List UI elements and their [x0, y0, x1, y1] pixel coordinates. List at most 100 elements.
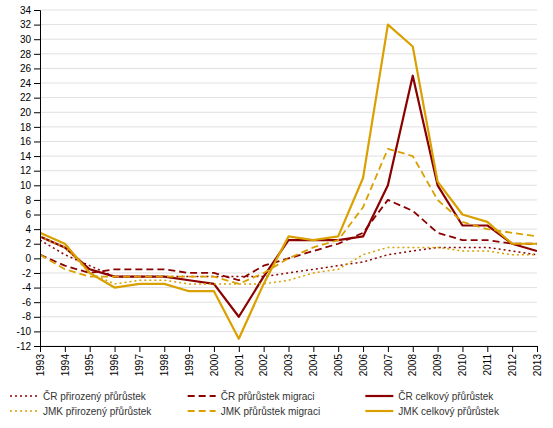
x-tick-label: 2005 — [333, 354, 344, 377]
x-tick-label: 2008 — [407, 354, 418, 377]
y-tick-label: 6 — [25, 209, 31, 220]
x-tick: 2008 — [407, 346, 418, 376]
grid-line — [40, 229, 537, 230]
x-tick-mark — [413, 346, 414, 352]
x-tick-mark — [487, 346, 488, 352]
x-tick-mark — [388, 346, 389, 352]
legend-swatch — [365, 395, 393, 397]
x-tick: 1995 — [84, 346, 95, 376]
legend-label: JMK přůrůstek migraci — [221, 406, 320, 417]
x-tick: 2012 — [507, 346, 518, 376]
legend-swatch — [10, 410, 38, 412]
x-tick: 2005 — [333, 346, 344, 376]
x-tick-mark — [363, 346, 364, 352]
legend-label: ČR celkový přůrůstek — [398, 390, 494, 402]
y-tick: 2 — [25, 238, 40, 249]
y-tick-mark — [34, 141, 40, 142]
y-tick: -2 — [22, 268, 40, 279]
plot: 1993199419951996199719981999200020012002… — [17, 5, 543, 377]
y-tick-mark — [34, 288, 40, 289]
grid-line — [40, 243, 537, 244]
x-tick: 1999 — [184, 346, 195, 376]
y-tick-mark — [34, 331, 40, 332]
x-tick-label: 2006 — [358, 354, 369, 377]
grid-line — [40, 170, 537, 171]
y-tick-label: 14 — [20, 151, 32, 162]
x-tick: 2004 — [308, 346, 319, 376]
grid-line — [40, 141, 537, 142]
x-tick: 2010 — [457, 346, 468, 376]
grid-line — [40, 68, 537, 69]
y-tick-label: 8 — [25, 195, 31, 206]
lines — [40, 25, 537, 339]
x-tick-mark — [313, 346, 314, 352]
grid-line — [40, 112, 537, 113]
x-tick: 2006 — [358, 346, 369, 376]
x-tick: 1996 — [109, 346, 120, 376]
legend-label: JMK celkový přůrůstek — [398, 406, 500, 417]
x-tick-label: 2001 — [234, 354, 245, 377]
y-tick: 14 — [20, 151, 40, 162]
y-tick-mark — [34, 185, 40, 186]
x-tick-mark — [512, 346, 513, 352]
y-tick-label: 34 — [20, 5, 32, 16]
x-tick-label: 2012 — [507, 354, 518, 377]
grid-line — [40, 97, 537, 98]
y-tick: 20 — [20, 107, 40, 118]
y-tick-label: -4 — [22, 282, 31, 293]
x-tick-mark — [115, 346, 116, 352]
y-tick: 30 — [20, 34, 40, 45]
grid — [40, 10, 537, 346]
y-tick-label: -2 — [22, 268, 31, 279]
legend-item: JMK celkový přůrůstek — [365, 406, 500, 417]
y-tick-mark — [34, 68, 40, 69]
x-tick-label: 2002 — [258, 354, 269, 377]
x-tick-label: 2010 — [457, 354, 468, 377]
x-tick-label: 1998 — [159, 354, 170, 377]
x-tick-mark — [338, 346, 339, 352]
y-tick-label: 12 — [20, 165, 32, 176]
x-tick-label: 2011 — [482, 354, 493, 376]
x-tick-label: 2003 — [283, 354, 294, 377]
legend-item: ČR přůrůstek migraci — [188, 390, 315, 402]
y-tick-label: 32 — [20, 19, 32, 30]
x-tick-label: 1997 — [134, 354, 145, 377]
x-tick: 2007 — [383, 346, 394, 376]
chart: 1993199419951996199719981999200020012002… — [0, 0, 553, 428]
y-tick: 16 — [20, 136, 40, 147]
y-tick-mark — [34, 156, 40, 157]
x-tick: 2002 — [258, 346, 269, 376]
y-tick: 4 — [25, 224, 40, 235]
x-tick: 1993 — [35, 346, 46, 376]
grid-line — [40, 156, 537, 157]
x-tick-mark — [139, 346, 140, 352]
y-tick-mark — [34, 229, 40, 230]
line — [40, 25, 537, 339]
y-tick-mark — [34, 10, 40, 11]
y-tick-mark — [34, 200, 40, 201]
x-tick-label: 2007 — [383, 354, 394, 377]
x-tick-label: 1995 — [84, 354, 95, 377]
grid-line — [40, 39, 537, 40]
y-tick-label: -6 — [22, 297, 31, 308]
y-tick: 10 — [20, 180, 40, 191]
legend-item: ČR přirozený přůrůstek — [10, 390, 147, 402]
grid-line — [40, 126, 537, 127]
y-tick: -10 — [17, 326, 40, 337]
legend-label: JMK přirozený přůrůstek — [43, 406, 152, 417]
y-tick-mark — [34, 171, 40, 172]
y-tick-label: 2 — [25, 238, 31, 249]
y-tick-mark — [34, 83, 40, 84]
y-tick: 18 — [20, 122, 40, 133]
y-axis: -12-10-8-6-4-202468101214161820222426283… — [17, 5, 41, 352]
grid-line — [40, 272, 537, 273]
legend-swatch — [188, 410, 216, 412]
x-tick-label: 1996 — [109, 354, 120, 377]
x-tick-mark — [289, 346, 290, 352]
x-axis: 1993199419951996199719981999200020012002… — [35, 346, 543, 376]
grid-line — [40, 185, 537, 186]
grid-line — [40, 83, 537, 84]
y-tick-mark — [34, 317, 40, 318]
grid-line — [40, 331, 537, 332]
y-tick: 26 — [20, 63, 40, 74]
